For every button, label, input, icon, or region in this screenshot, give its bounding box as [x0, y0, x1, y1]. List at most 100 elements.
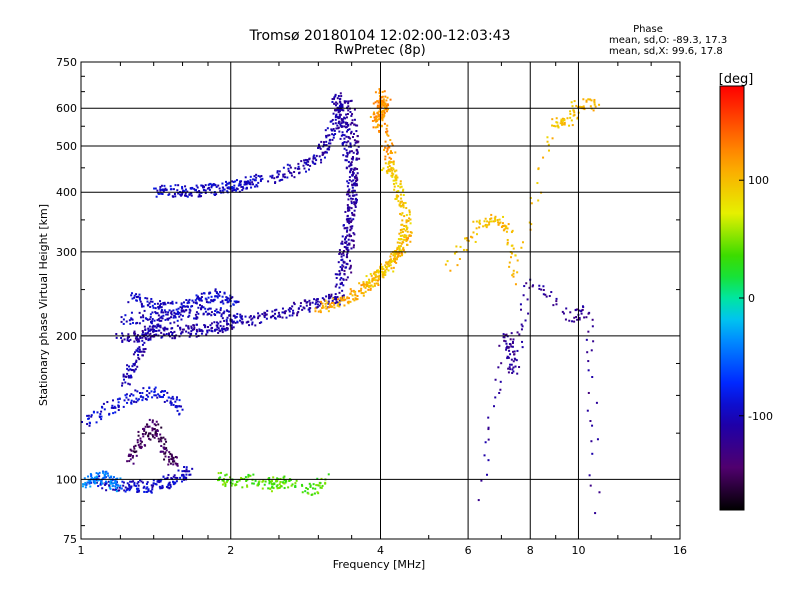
data-point	[167, 332, 170, 335]
data-point	[512, 360, 515, 363]
data-point	[507, 367, 510, 370]
data-point	[326, 148, 329, 151]
data-point	[338, 249, 341, 252]
data-point	[384, 271, 387, 274]
data-point	[277, 173, 280, 176]
data-point	[327, 302, 330, 305]
data-point	[264, 480, 267, 483]
data-point	[130, 480, 133, 483]
data-point	[336, 296, 339, 299]
data-point	[216, 325, 219, 328]
data-point	[101, 482, 104, 485]
data-point	[117, 405, 120, 408]
data-point	[352, 239, 355, 242]
data-point	[118, 486, 121, 489]
data-point	[129, 448, 132, 451]
data-point	[344, 298, 347, 301]
data-point	[288, 314, 291, 317]
data-point	[139, 316, 142, 319]
data-point	[230, 320, 233, 323]
data-point	[346, 153, 349, 156]
data-point	[151, 488, 154, 491]
data-point	[503, 228, 506, 231]
data-point	[334, 95, 337, 98]
data-point	[325, 134, 328, 137]
data-point	[570, 119, 573, 122]
data-point	[88, 417, 91, 420]
data-point	[292, 309, 295, 312]
data-point	[383, 110, 386, 113]
data-point	[308, 482, 311, 485]
data-point	[209, 182, 212, 185]
data-point	[174, 400, 177, 403]
data-point	[401, 228, 404, 231]
data-point	[348, 128, 351, 131]
data-point	[137, 353, 140, 356]
data-point	[90, 474, 93, 477]
data-point	[164, 310, 167, 313]
data-point	[384, 95, 387, 98]
data-point	[346, 185, 349, 188]
data-point	[354, 294, 357, 297]
data-point	[271, 174, 274, 177]
data-point	[475, 233, 478, 236]
data-point	[249, 183, 252, 186]
data-point	[330, 302, 333, 305]
data-point	[276, 487, 279, 490]
data-point	[146, 318, 149, 321]
data-point	[175, 456, 178, 459]
data-point	[156, 312, 159, 315]
data-point	[332, 122, 335, 125]
data-point	[332, 297, 335, 300]
data-point	[397, 254, 400, 257]
y-tick-label: 750	[56, 56, 77, 69]
data-point	[394, 250, 397, 253]
data-point	[364, 286, 367, 289]
data-point	[232, 186, 235, 189]
data-point	[130, 317, 133, 320]
data-point	[370, 274, 373, 277]
data-point	[197, 195, 200, 198]
data-point	[125, 320, 128, 323]
data-point	[303, 167, 306, 170]
data-point	[340, 259, 343, 262]
data-point	[295, 479, 298, 482]
data-point	[271, 486, 274, 489]
data-point	[399, 186, 402, 189]
data-point	[325, 140, 328, 143]
data-point	[181, 185, 184, 188]
data-point	[195, 311, 198, 314]
data-point	[247, 475, 250, 478]
data-point	[561, 121, 564, 124]
data-point	[90, 481, 93, 484]
data-point	[128, 485, 131, 488]
data-point	[377, 277, 380, 280]
data-point	[187, 331, 190, 334]
data-point	[142, 314, 145, 317]
data-point	[142, 435, 145, 438]
data-point	[111, 479, 114, 482]
data-point	[305, 486, 308, 489]
data-point	[157, 437, 160, 440]
data-point	[136, 439, 139, 442]
data-point	[116, 398, 119, 401]
data-point	[121, 339, 124, 342]
data-point	[221, 331, 224, 334]
data-point	[133, 451, 136, 454]
data-point	[355, 176, 358, 179]
data-point	[503, 339, 506, 342]
data-point	[347, 189, 350, 192]
phase-stats: Phase mean, sd,O: -89.3, 17.3 mean, sd,X…	[609, 24, 727, 57]
data-point	[395, 174, 398, 177]
data-point	[322, 141, 325, 144]
data-point	[505, 342, 508, 345]
data-point	[281, 178, 284, 181]
data-point	[229, 476, 232, 479]
data-point	[326, 301, 329, 304]
data-point	[112, 399, 115, 402]
data-point	[346, 226, 349, 229]
data-point	[506, 357, 509, 360]
data-point	[190, 327, 193, 330]
data-point	[202, 306, 205, 309]
data-point	[372, 126, 375, 129]
